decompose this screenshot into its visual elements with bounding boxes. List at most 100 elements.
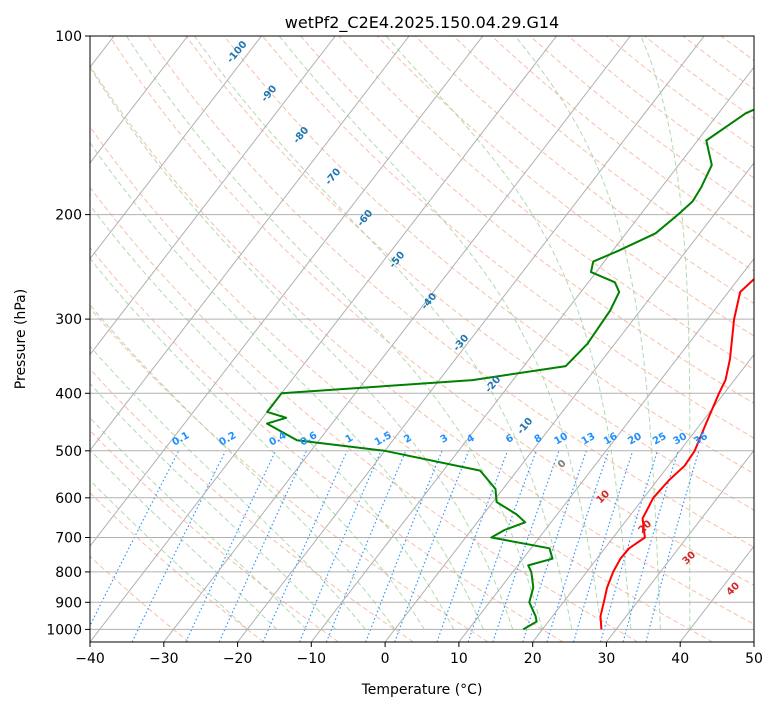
plot-frame [89,35,755,643]
mixing-ratio-line [492,450,560,642]
dry-adiabat-label: -30 [451,333,471,354]
moist-adiabat-line [90,449,278,630]
dry-adiabat-line [682,36,754,90]
x-tick-label: 50 [745,651,763,667]
moist-adiabat-line [90,304,396,630]
x-tick-label: −10 [297,651,327,667]
mixing-ratio-label: 0.2 [217,430,238,448]
mixing-ratio-label: 36 [692,431,710,448]
isotherm-line [384,162,754,642]
moist-adiabat-line [90,479,248,630]
y-tick-label: 300 [55,312,82,328]
isotherm-line [90,36,557,642]
dry-adiabat-line [414,36,754,304]
mixing-ratio-label: 3 [439,433,451,446]
dry-adiabat-label: -10 [515,416,535,437]
dry-adiabat-line [338,36,754,370]
dry-adiabat-line [376,36,754,337]
dewpoint-line [266,108,754,631]
mixing-ratio-line [572,450,634,642]
dry-adiabat-line [90,307,489,642]
profile-series [266,108,754,631]
y-tick-label: 900 [55,595,82,611]
isotherm-line [237,36,705,642]
background-reference-lines [90,36,754,642]
x-tick-label: 20 [524,651,542,667]
moist-adiabat-line [90,417,307,630]
dry-adiabat-line [90,64,754,625]
x-tick-label: 10 [450,651,468,667]
chart-title: wetPf2_C2E4.2025.150.04.29.G14 [285,13,559,33]
x-tick-label: 30 [597,651,615,667]
mixing-ratio-label: 0.1 [171,430,192,448]
mixing-ratio-label: 1.5 [373,430,394,448]
mixing-ratio-line [299,450,382,642]
grid-lines [90,36,754,642]
moist-adiabat-line [514,36,661,630]
dry-adiabat-line [90,125,713,642]
moist-adiabat-line [90,257,425,630]
y-tick-label: 1000 [46,622,82,638]
y-tick-label: 500 [55,444,82,460]
dry-adiabat-line [567,36,754,179]
dry-adiabat-label: -80 [291,125,311,146]
dry-adiabat-label: -40 [419,291,439,312]
moist-adiabat-label: 30 [681,550,699,568]
mixing-ratio-label: 8 [533,433,545,446]
isotherm-line [753,641,754,642]
isotherm-line [90,36,189,164]
x-tick-label: −30 [149,651,179,667]
mixing-ratio-line [622,450,679,642]
dry-adiabat-label: -50 [387,250,407,271]
dry-adiabat-line [262,36,754,439]
dry-adiabat-line [300,36,754,405]
mixing-ratio-label: 6 [504,433,516,446]
mixing-ratio-line [325,450,407,642]
mixing-ratio-label: 1 [344,433,356,446]
moist-adiabat-label: 40 [725,581,743,599]
dry-adiabat-line [720,36,754,62]
isotherm-zero-label: 0 [556,458,569,471]
mixing-ratio-line [436,450,509,642]
x-axis-label: Temperature (°C) [361,682,483,698]
y-tick-label: 400 [55,386,82,402]
mixing-ratio-label: 0.6 [298,430,319,448]
moist-adiabat-label: 20 [637,519,655,537]
mixing-ratio-line [365,450,443,642]
moist-adiabat-line [640,36,691,630]
mixing-ratio-line [131,450,227,642]
mixing-ratio-line [467,450,537,642]
isotherm-line [163,36,631,642]
dry-adiabat-line [185,36,754,511]
dry-adiabat-line [90,246,564,642]
y-tick-label: 600 [55,491,82,507]
y-tick-label: 800 [55,565,82,581]
moist-adiabat-label: 10 [595,489,613,507]
moist-adiabat-line [90,66,514,630]
moist-adiabat-line [278,36,602,630]
dry-adiabat-label: -70 [323,167,343,188]
moist-adiabat-line [194,36,573,630]
mixing-ratio-label: 25 [651,431,669,448]
mixing-ratio-label: 16 [602,431,620,448]
isotherm-line [90,36,484,547]
x-tick-label: −20 [223,651,253,667]
y-tick-label: 100 [55,29,82,45]
moist-adiabat-line [90,204,455,630]
y-tick-label: 700 [55,531,82,547]
mixing-ratio-line [394,450,470,642]
isotherm-line [90,36,262,260]
isotherm-line [458,257,754,642]
dry-adiabat-label: -90 [259,83,279,104]
isotherm-line [310,66,754,642]
isotherm-line [532,353,754,642]
y-tick-label: 200 [55,208,82,224]
dry-adiabat-line [109,36,754,586]
temperature-line [599,277,754,630]
x-axis: −40 −30 −20 −10 0 10 20 30 40 50 [75,642,763,667]
isotherm-line [90,36,410,452]
mixing-ratio-line [546,450,610,642]
moist-adiabat-line [90,382,337,630]
mixing-ratio-label: 4 [465,433,477,446]
mixing-ratio-line [600,450,659,642]
